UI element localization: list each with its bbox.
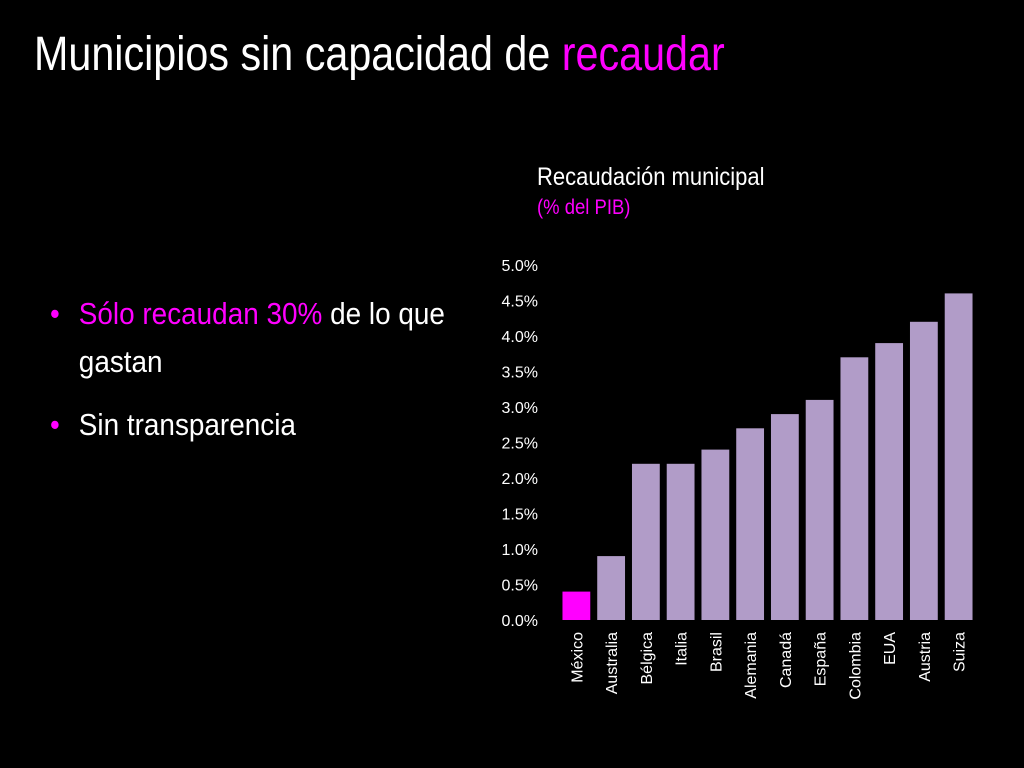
bar xyxy=(666,463,695,620)
y-tick-label: 1.5% xyxy=(502,507,538,524)
bar xyxy=(875,343,904,620)
x-tick-label: Canadá xyxy=(778,632,795,688)
bar xyxy=(597,556,626,620)
bar xyxy=(562,591,591,620)
x-tick-label: España xyxy=(813,632,830,686)
chart-title: Recaudación municipal xyxy=(537,163,765,191)
bullet-dot-icon: • xyxy=(50,296,60,331)
chart-subtitle: (% del PIB) xyxy=(537,195,631,219)
bar xyxy=(805,399,834,620)
x-tick-label: Australia xyxy=(604,632,621,694)
x-tick-label: Austria xyxy=(917,632,934,682)
bullet-text: Sin transparencia xyxy=(78,407,296,443)
slide-title: Municipios sin capacidad de recaudar xyxy=(34,26,725,84)
bullet-dot-icon: • xyxy=(50,407,60,443)
x-tick-label: Suiza xyxy=(952,632,969,672)
bar xyxy=(736,428,765,620)
bar xyxy=(840,357,869,620)
bar xyxy=(944,293,973,620)
y-tick-label: 4.5% xyxy=(502,294,538,311)
x-tick-label: Brasil xyxy=(708,632,725,672)
y-tick-label: 0.5% xyxy=(502,578,538,595)
x-tick-label: Colombia xyxy=(847,632,864,700)
bar xyxy=(701,449,730,620)
chart-title-block: Recaudación municipal (% del PIB) xyxy=(537,161,764,221)
bullet-highlight: Sólo recaudan 30% xyxy=(78,296,323,331)
x-tick-label: México xyxy=(569,632,586,683)
bar xyxy=(631,463,660,620)
slide-title-main: Municipios sin capacidad de xyxy=(34,28,562,81)
bullet-list: • Sólo recaudan 30% de lo que gastan • S… xyxy=(50,290,470,464)
x-tick-label: Italia xyxy=(674,632,691,666)
y-tick-label: 3.0% xyxy=(502,400,538,417)
y-tick-label: 4.0% xyxy=(502,329,538,346)
y-tick-label: 5.0% xyxy=(502,258,538,275)
slide-title-accent: recaudar xyxy=(561,28,725,81)
x-tick-label: Alemania xyxy=(743,632,760,699)
bullet-item: • Sólo recaudan 30% de lo que gastan xyxy=(50,290,484,386)
bar xyxy=(770,414,799,620)
x-tick-label: Bélgica xyxy=(639,632,656,685)
bullet-item: • Sin transparencia xyxy=(50,401,484,449)
bullet-text: de lo que gastan xyxy=(78,296,445,380)
y-tick-label: 2.0% xyxy=(502,471,538,488)
y-tick-label: 2.5% xyxy=(502,436,538,453)
y-tick-label: 3.5% xyxy=(502,365,538,382)
y-tick-label: 0.0% xyxy=(502,613,538,630)
bar xyxy=(909,321,938,620)
x-tick-label: EUA xyxy=(882,632,899,665)
y-tick-label: 1.0% xyxy=(502,542,538,559)
